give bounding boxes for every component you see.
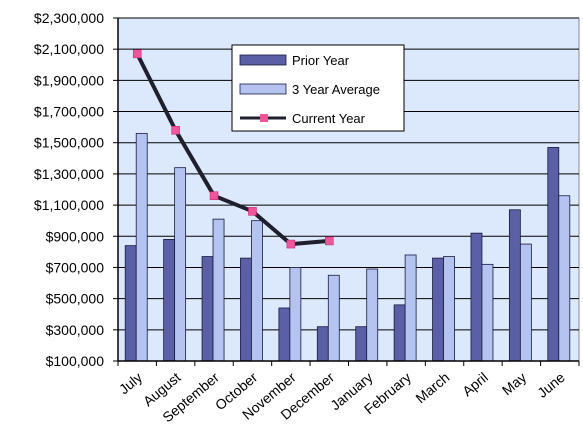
gridlines — [118, 17, 579, 362]
legend-label: Current Year — [292, 111, 366, 126]
bar-3-year-average — [212, 218, 225, 362]
bar-prior-year — [470, 232, 483, 362]
bar-3-year-average — [327, 274, 340, 362]
current-year-marker — [325, 236, 334, 246]
y-tick-label: $1,100,000 — [34, 197, 104, 213]
legend: Prior Year 3 Year Average Current Year — [231, 44, 405, 132]
current-year-line — [132, 49, 334, 249]
current-year-line-path — [135, 53, 330, 247]
bar-prior-year — [393, 304, 406, 362]
current-year-marker — [286, 239, 296, 249]
legend-swatch-prior-year — [239, 54, 287, 66]
bar-3-year-average — [135, 132, 148, 362]
current-year-marker — [209, 191, 219, 200]
y-axis: $2,300,000 $2,100,000 $1,900,000 $1,700,000… — [34, 10, 119, 369]
legend-swatch-marker — [260, 114, 268, 122]
legend-label: Prior Year — [292, 53, 350, 68]
bar-prior-year — [355, 326, 368, 362]
bars — [124, 132, 571, 362]
bar-3-year-average — [519, 243, 532, 362]
y-tick-label: $700,000 — [46, 259, 105, 275]
y-tick-label: $1,500,000 — [34, 135, 104, 151]
current-year-marker — [132, 49, 142, 59]
y-tick-label: $1,900,000 — [34, 72, 104, 88]
bar-3-year-average — [443, 256, 455, 362]
bar-prior-year — [316, 326, 329, 362]
bar-prior-year — [201, 256, 214, 362]
bar-3-year-average — [558, 195, 571, 362]
bar-prior-year — [432, 257, 444, 362]
bar-3-year-average — [289, 267, 302, 362]
y-tick-label: $900,000 — [46, 228, 105, 244]
y-tick-label: $2,300,000 — [34, 10, 104, 26]
bar-3-year-average — [404, 254, 417, 362]
legend-label: 3 Year Average — [292, 82, 380, 97]
y-tick-label: $1,300,000 — [34, 166, 104, 182]
legend-swatch-3-year-average — [239, 83, 287, 95]
bar-prior-year — [508, 209, 521, 362]
y-tick-label: $500,000 — [46, 291, 105, 307]
bar-prior-year — [240, 257, 252, 362]
y-tick-label: $100,000 — [46, 353, 105, 369]
bar-prior-year — [163, 238, 176, 362]
bar-prior-year — [547, 147, 560, 362]
bar-3-year-average — [251, 220, 263, 362]
y-tick-label: $300,000 — [46, 322, 105, 338]
current-year-marker — [248, 207, 257, 216]
current-year-marker — [171, 126, 180, 135]
y-tick-label: $2,100,000 — [34, 41, 104, 57]
bar-3-year-average — [481, 263, 494, 362]
y-tick-label: $1,700,000 — [34, 104, 104, 120]
bar-prior-year — [278, 307, 291, 362]
bar-prior-year — [124, 245, 137, 362]
bar-3-year-average — [366, 268, 379, 362]
bar-3-year-average — [174, 167, 187, 362]
